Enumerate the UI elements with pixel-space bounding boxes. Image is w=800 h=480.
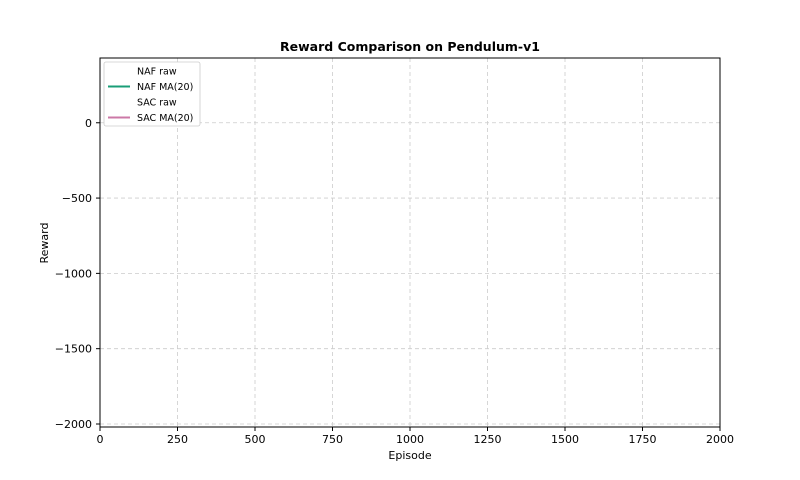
y-tick-label: −1000 — [55, 267, 92, 280]
legend-entry-label: NAF MA(20) — [137, 82, 193, 93]
grid — [99, 58, 721, 427]
chart-title: Reward Comparison on Pendulum-v1 — [280, 39, 540, 54]
x-tick-label: 2000 — [706, 433, 734, 446]
x-tick-label: 250 — [167, 433, 188, 446]
legend-entry-label: SAC MA(20) — [137, 113, 193, 124]
x-tick-label: 500 — [245, 433, 266, 446]
y-tick-label: −1500 — [55, 343, 92, 356]
y-tick-label: −500 — [62, 192, 92, 205]
x-axis-label: Episode — [388, 449, 431, 462]
y-axis-label: Reward — [38, 223, 51, 264]
x-tick-label: 1750 — [629, 433, 657, 446]
x-tick-label: 1000 — [396, 433, 424, 446]
legend-entry-label: SAC raw — [137, 98, 177, 109]
x-tick-label: 750 — [322, 433, 343, 446]
y-tick-label: −2000 — [55, 418, 92, 431]
x-tick-label: 1250 — [474, 433, 502, 446]
legend-entry-label: NAF raw — [137, 67, 177, 78]
y-tick-label: 0 — [85, 117, 92, 130]
y-axis-ticks: 0 −500 −1000 −1500 −2000 — [55, 117, 100, 431]
x-axis-ticks: 0 250 500 750 1000 1250 1500 1750 2000 — [97, 427, 734, 446]
x-tick-label: 1500 — [551, 433, 579, 446]
legend: NAF raw NAF MA(20) SAC raw SAC MA(20) — [103, 61, 201, 127]
x-tick-label: 0 — [97, 433, 104, 446]
legend-box — [103, 61, 201, 127]
